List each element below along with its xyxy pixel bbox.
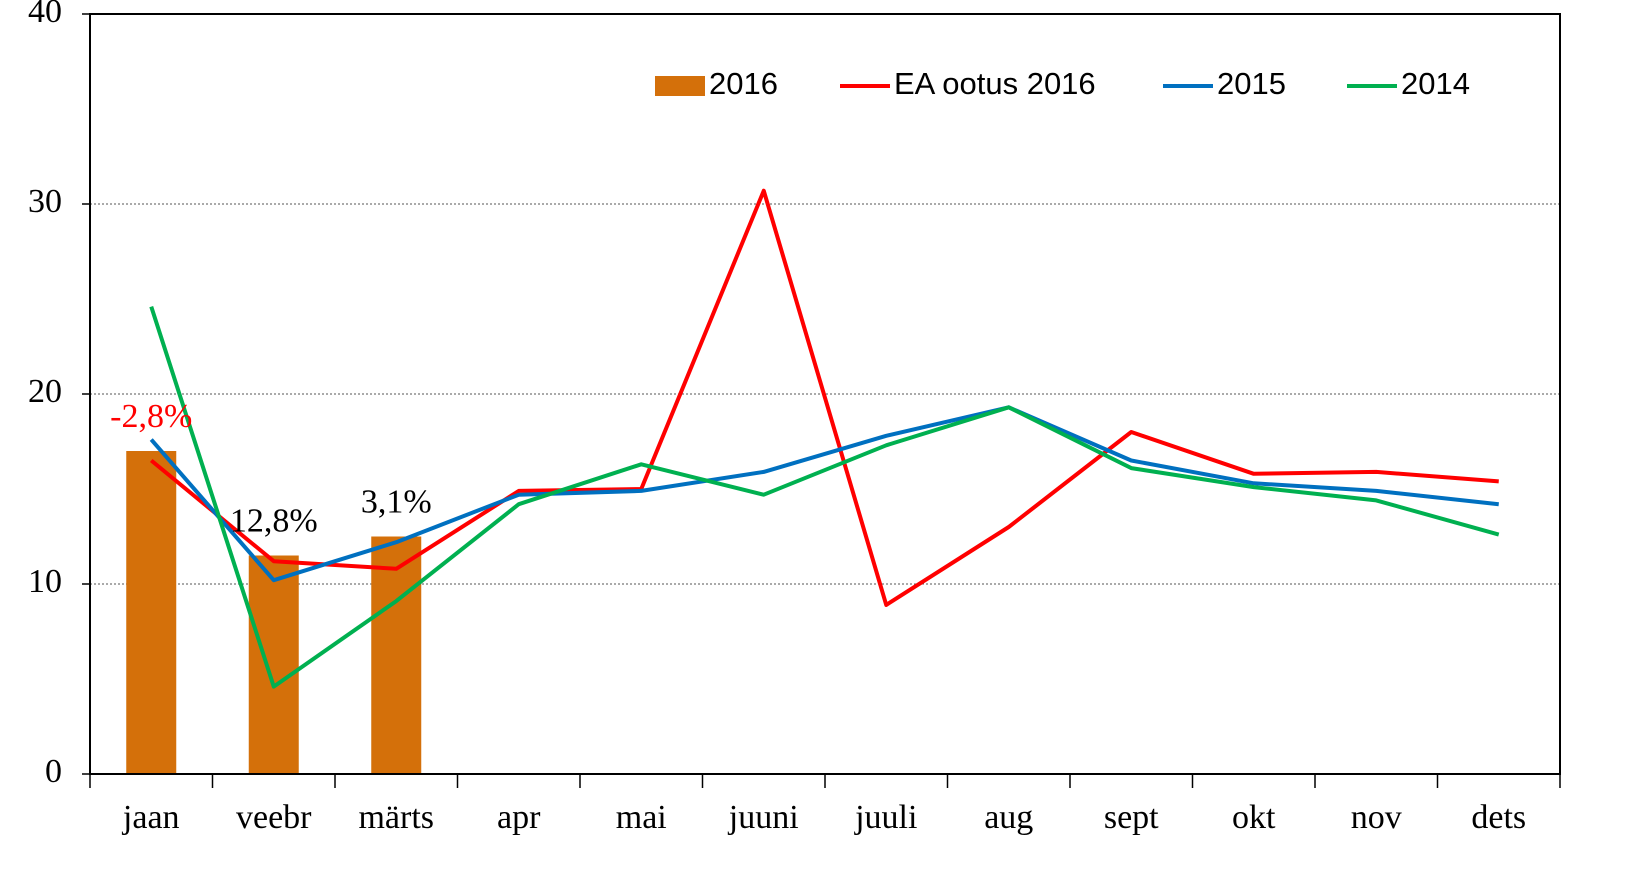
x-tick-label: dets [1471, 799, 1526, 836]
y-tick-label: 10 [28, 563, 62, 600]
bar [126, 451, 177, 774]
bar [371, 536, 422, 774]
line [149, 405, 1499, 583]
legend-label: 2015 [1217, 66, 1286, 101]
legend-swatch [655, 76, 705, 96]
line [149, 305, 1500, 689]
annotation: -2,8% [110, 398, 192, 435]
x-tick-label: sept [1104, 799, 1159, 836]
x-tick-label: nov [1351, 799, 1402, 836]
legend-label: EA ootus 2016 [894, 66, 1096, 101]
annotation: 12,8% [230, 502, 318, 539]
annotation: 3,1% [361, 483, 432, 520]
y-tick-label: 30 [28, 183, 62, 220]
x-tick-label: märts [358, 799, 434, 836]
x-tick-label: juuli [854, 799, 917, 836]
y-tick-label: 0 [45, 753, 62, 790]
x-tick-label: jaan [122, 799, 180, 836]
bar [248, 555, 299, 774]
x-tick-label: aug [984, 799, 1033, 836]
legend-label: 2014 [1401, 66, 1470, 101]
legend-label: 2016 [709, 66, 778, 101]
x-tick-label: veebr [236, 799, 312, 836]
y-tick-label: 20 [28, 373, 62, 410]
x-tick-label: okt [1232, 799, 1276, 836]
y-tick-label: 40 [28, 0, 62, 30]
line [149, 188, 1499, 607]
x-tick-label: mai [616, 799, 667, 836]
x-tick-label: apr [497, 799, 541, 836]
x-tick-label: juuni [728, 799, 799, 836]
plot-border [89, 13, 1561, 775]
